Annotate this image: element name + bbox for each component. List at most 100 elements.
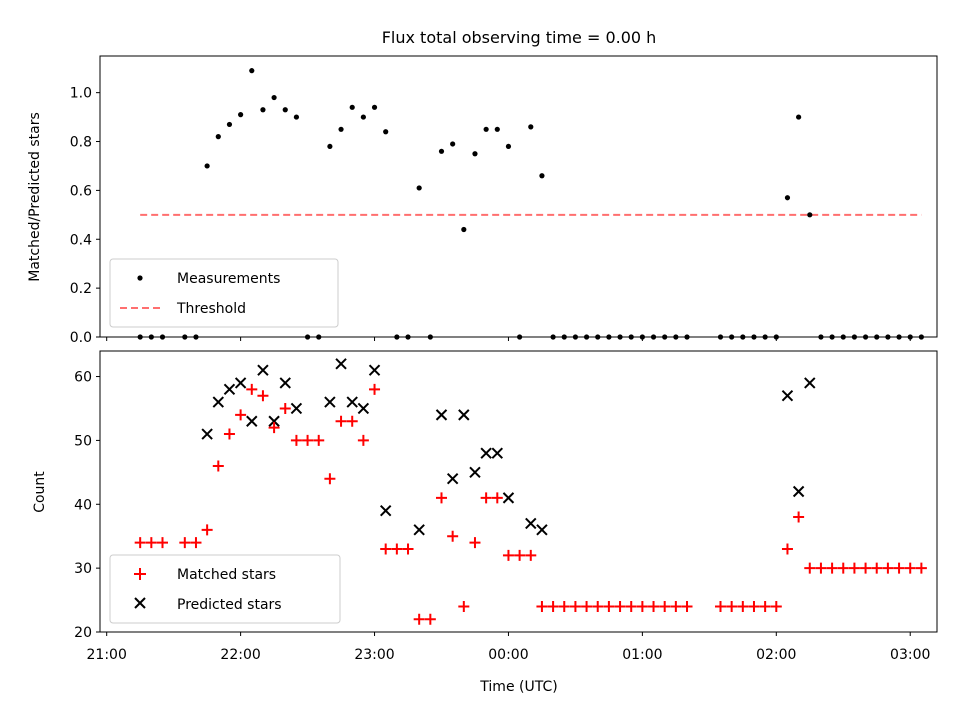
matched-star-point	[190, 537, 202, 549]
top-y-tick-label: 0.6	[70, 183, 92, 199]
matched-star-point	[469, 537, 481, 549]
measurement-point	[438, 148, 445, 154]
measurement-point	[807, 212, 813, 218]
matched-star-point	[313, 434, 325, 446]
x-tick-label: 00:00	[488, 647, 528, 663]
top-y-tick-label: 0.8	[70, 135, 92, 151]
matched-star-point	[246, 383, 258, 395]
bottom-axes-frame	[99, 350, 938, 633]
legend-measurement-marker	[137, 275, 143, 281]
bottom-y-tick-label: 60	[74, 370, 92, 386]
matched-star-point	[547, 600, 559, 612]
top-y-tick-label: 0.4	[70, 232, 92, 248]
matched-star-point	[279, 402, 291, 414]
matched-star-point	[491, 492, 503, 504]
matched-star-point	[235, 409, 247, 421]
matched-star-point	[480, 492, 492, 504]
matched-star-point	[402, 543, 414, 555]
top-legend-box	[109, 258, 339, 328]
measurement-point	[796, 114, 802, 120]
measurement-point	[539, 173, 545, 179]
legend-threshold-label: Threshold	[176, 301, 246, 317]
matched-star-point	[290, 434, 302, 446]
matched-star-point	[793, 511, 805, 523]
matched-star-point	[424, 613, 436, 625]
matched-star-point	[369, 383, 381, 395]
predicted-star-point	[458, 409, 470, 421]
predicted-star-point	[413, 524, 425, 536]
measurement-point	[260, 107, 266, 113]
bottom-panel: 20 30 40 50 60 21:00 22:00 23:00 00:00 01:00 02:0…	[32, 350, 938, 695]
predicted-star-point	[792, 485, 805, 498]
measurement-point	[360, 114, 366, 120]
predicted-star-point	[781, 389, 794, 402]
matched-star-point	[558, 600, 570, 612]
matched-star-point	[893, 562, 905, 574]
matched-star-point	[737, 600, 749, 612]
matched-star-point	[648, 600, 660, 612]
matched-star-point	[837, 562, 849, 574]
matched-star-point	[726, 600, 738, 612]
matched-star-point	[145, 537, 157, 549]
predicted-star-point	[536, 524, 548, 536]
top-panel: 0.0 0.2 0.4 0.6 0.8 1.0 Matched/Predicted sta…	[27, 55, 938, 346]
matched-star-point	[614, 600, 626, 612]
bottom-data-layer	[134, 358, 927, 625]
legend-predicted-marker	[134, 597, 146, 609]
measurement-point	[483, 126, 489, 132]
measurement-point	[383, 129, 389, 135]
matched-star-point	[447, 530, 459, 542]
measurement-point	[461, 226, 467, 233]
matched-star-point	[435, 492, 447, 504]
matched-star-point	[770, 600, 782, 612]
legend-predicted-label: Predicted stars	[177, 597, 282, 613]
predicted-star-point	[368, 364, 381, 376]
matched-star-point	[380, 543, 392, 555]
matched-star-point	[156, 537, 168, 549]
measurement-point	[371, 104, 378, 110]
x-tick-label: 01:00	[622, 647, 662, 663]
matched-star-point	[268, 422, 280, 434]
matched-star-point	[915, 562, 927, 574]
predicted-star-point	[379, 504, 392, 517]
bottom-legend: Matched stars Predicted stars	[109, 554, 341, 624]
bottom-x-ticks: 21:00 22:00 23:00 00:00 01:00 02:00 03:00	[87, 632, 930, 663]
matched-star-point	[904, 562, 916, 574]
matched-star-point	[670, 600, 682, 612]
matched-star-point	[525, 549, 537, 561]
predicted-star-point	[446, 473, 459, 485]
predicted-star-point	[335, 358, 347, 370]
matched-star-point	[625, 600, 637, 612]
measurement-point	[349, 104, 355, 110]
matched-star-point	[860, 562, 872, 574]
matched-star-point	[413, 613, 425, 625]
bottom-y-tick-label: 30	[74, 561, 92, 577]
bottom-y-tick-label: 20	[74, 625, 92, 641]
matched-star-point	[636, 600, 648, 612]
measurement-point	[528, 124, 534, 130]
predicted-star-point	[525, 517, 537, 530]
measurement-point	[226, 121, 233, 128]
measurement-point	[249, 68, 255, 74]
measurement-point	[505, 143, 512, 150]
matched-star-point	[346, 415, 358, 427]
matched-star-point	[659, 600, 671, 612]
matched-star-point	[536, 600, 548, 612]
legend-matched-marker	[134, 568, 146, 580]
top-axes-frame	[99, 55, 938, 338]
bottom-legend-box	[109, 554, 341, 624]
measurement-point	[338, 126, 344, 132]
matched-star-point	[815, 562, 827, 574]
matched-star-point	[804, 562, 816, 574]
predicted-star-point	[357, 402, 370, 415]
matched-star-point	[302, 434, 314, 446]
top-y-ticks: 0.0 0.2 0.4 0.6 0.8 1.0	[70, 86, 100, 346]
matched-star-point	[848, 562, 860, 574]
predicted-star-point	[234, 377, 247, 389]
measurement-point	[204, 163, 210, 169]
matched-star-point	[581, 600, 593, 612]
top-y-tick-label: 0.2	[70, 281, 92, 297]
matched-star-point	[324, 473, 336, 485]
measurement-point	[271, 94, 277, 101]
top-y-axis-label: Matched/Predicted stars	[27, 112, 43, 282]
